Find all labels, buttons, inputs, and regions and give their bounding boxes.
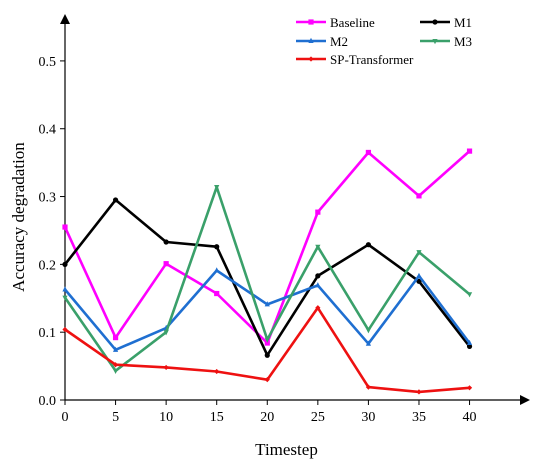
data-point bbox=[466, 148, 473, 154]
data-point bbox=[163, 364, 169, 371]
data-point bbox=[432, 19, 438, 25]
data-point bbox=[214, 244, 220, 250]
series-line bbox=[63, 198, 471, 357]
y-axis-title: Accuracy degradation bbox=[9, 142, 28, 292]
data-point bbox=[62, 261, 68, 267]
data-point bbox=[163, 330, 169, 336]
y-tick-label: 0.2 bbox=[39, 258, 57, 273]
data-point bbox=[264, 337, 270, 343]
data-point bbox=[416, 272, 422, 278]
x-tick-label: 40 bbox=[463, 410, 477, 425]
data-point bbox=[308, 19, 314, 25]
data-point bbox=[432, 39, 438, 45]
x-axis-title: Timestep bbox=[255, 440, 318, 459]
data-point bbox=[112, 368, 119, 375]
legend-label: M2 bbox=[330, 34, 348, 49]
x-tick-label: 25 bbox=[311, 410, 325, 425]
data-point bbox=[214, 368, 220, 375]
data-point bbox=[214, 185, 220, 191]
data-point bbox=[62, 224, 68, 230]
y-tick-label: 0.5 bbox=[39, 55, 57, 70]
data-point bbox=[264, 340, 270, 346]
y-tick-label: 0.0 bbox=[39, 394, 57, 409]
data-point bbox=[315, 273, 321, 279]
y-tick-label: 0.4 bbox=[39, 123, 57, 138]
data-point bbox=[466, 339, 473, 346]
data-point bbox=[466, 385, 473, 391]
data-point bbox=[416, 250, 422, 256]
legend-item: Baseline bbox=[296, 15, 375, 30]
series-m1 bbox=[62, 197, 473, 358]
data-point bbox=[365, 149, 372, 156]
legend-label: M3 bbox=[454, 34, 472, 49]
data-point bbox=[466, 292, 473, 298]
data-point bbox=[163, 261, 169, 267]
x-tick-label: 0 bbox=[62, 410, 69, 425]
data-point bbox=[112, 197, 119, 203]
ticks: 0.0 0.1 0.2 0.3 0.4 0.5 0 5 10 15 20 25 30 35 40 bbox=[39, 55, 477, 425]
data-point bbox=[365, 242, 372, 248]
y-tick-label: 0.3 bbox=[39, 191, 57, 206]
x-tick-label: 5 bbox=[112, 410, 119, 425]
x-tick-label: 20 bbox=[260, 410, 274, 425]
data-point bbox=[62, 326, 68, 333]
data-point bbox=[62, 295, 68, 301]
series bbox=[62, 148, 473, 395]
data-point bbox=[112, 346, 119, 352]
legend: Baseline M1 M2 M3 SP-Transformer bbox=[296, 15, 472, 67]
data-point bbox=[62, 286, 68, 292]
data-point bbox=[416, 389, 422, 395]
data-point bbox=[466, 343, 473, 350]
legend-label: Baseline bbox=[330, 15, 375, 30]
data-point bbox=[315, 305, 321, 311]
series-m3 bbox=[62, 185, 473, 375]
data-point bbox=[315, 244, 321, 250]
data-point bbox=[416, 193, 422, 199]
legend-item: SP-Transformer bbox=[296, 52, 414, 67]
data-point bbox=[163, 239, 169, 245]
data-point bbox=[264, 377, 270, 383]
legend-label: SP-Transformer bbox=[330, 52, 414, 67]
data-point bbox=[365, 340, 372, 346]
legend-item: M2 bbox=[296, 34, 348, 49]
data-point bbox=[214, 290, 220, 297]
data-point bbox=[365, 384, 372, 390]
series-line bbox=[63, 150, 471, 345]
axes bbox=[60, 14, 530, 405]
series-sp-transformer bbox=[62, 305, 473, 395]
data-point bbox=[214, 267, 220, 273]
x-tick-label: 35 bbox=[412, 410, 426, 425]
data-point bbox=[112, 362, 119, 368]
x-tick-label: 10 bbox=[159, 410, 173, 425]
data-point bbox=[308, 56, 314, 62]
data-point bbox=[264, 352, 270, 358]
y-tick-label: 0.1 bbox=[39, 326, 57, 341]
x-tick-label: 30 bbox=[361, 410, 375, 425]
data-point bbox=[315, 282, 321, 288]
x-tick-label: 15 bbox=[210, 410, 224, 425]
data-point bbox=[315, 209, 321, 215]
data-point bbox=[416, 278, 422, 284]
data-point bbox=[264, 301, 270, 307]
x-axis-arrowhead bbox=[520, 395, 530, 405]
legend-item: M3 bbox=[420, 34, 472, 49]
series-baseline bbox=[62, 148, 473, 346]
legend-label: M1 bbox=[454, 15, 472, 30]
y-axis-arrowhead bbox=[60, 14, 70, 24]
data-point bbox=[112, 335, 119, 341]
data-point bbox=[365, 328, 372, 334]
legend-item: M1 bbox=[420, 15, 472, 30]
data-point bbox=[308, 37, 314, 43]
